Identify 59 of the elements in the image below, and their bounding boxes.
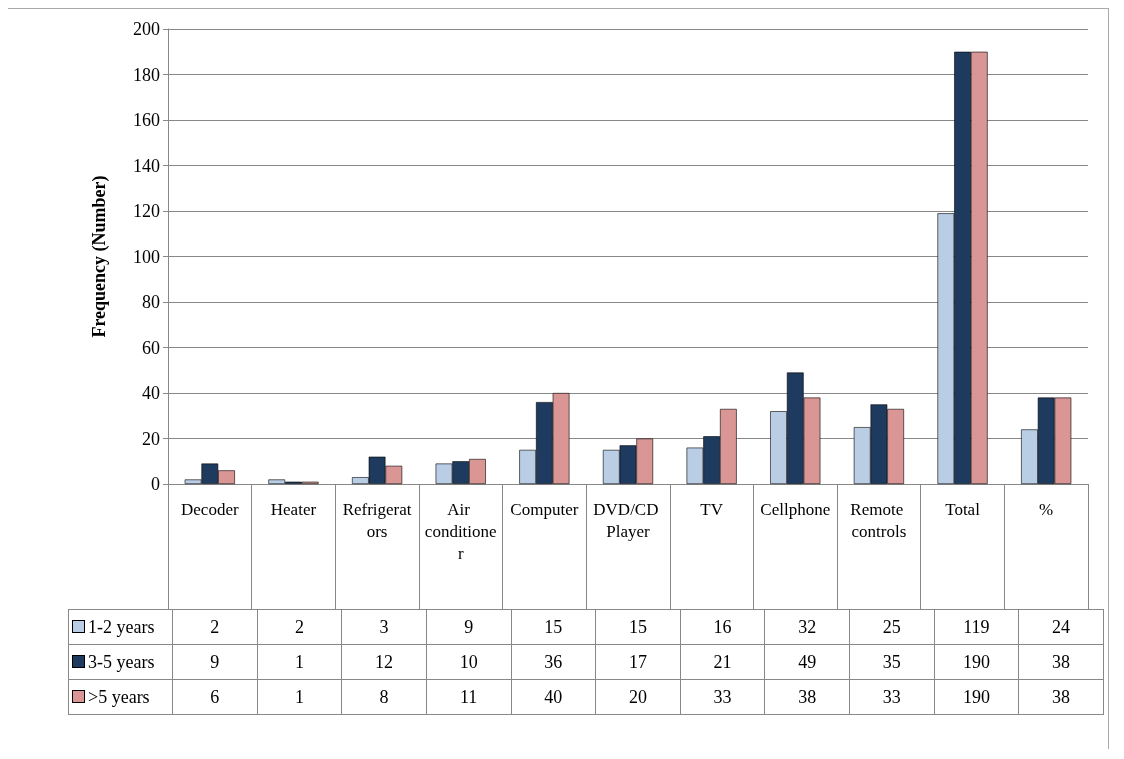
data-label: 16 bbox=[680, 609, 765, 645]
data-label: 2 bbox=[257, 609, 342, 645]
data-label: 9 bbox=[172, 644, 258, 680]
data-label: 9 bbox=[426, 609, 511, 645]
x-tick-label: Air conditioner bbox=[424, 499, 497, 563]
data-label: 24 bbox=[1018, 609, 1104, 645]
data-label: 36 bbox=[511, 644, 596, 680]
data-label: 38 bbox=[1018, 644, 1104, 680]
data-label: 1 bbox=[257, 679, 342, 715]
x-tick-label: Total bbox=[945, 499, 981, 519]
x-tick-label: Heater bbox=[270, 499, 317, 519]
data-label: 21 bbox=[680, 644, 765, 680]
y-tick-label: 80 bbox=[142, 292, 160, 312]
y-axis-title: Frequency (Number) bbox=[89, 175, 110, 338]
data-label: 11 bbox=[426, 679, 511, 715]
data-label: 35 bbox=[849, 644, 935, 680]
data-label: 8 bbox=[341, 679, 427, 715]
data-label: 3 bbox=[341, 609, 427, 645]
data-label: 38 bbox=[1018, 679, 1104, 715]
data-label: 40 bbox=[511, 679, 596, 715]
data-label: 12 bbox=[341, 644, 427, 680]
data-label: 190 bbox=[934, 644, 1019, 680]
data-label: 119 bbox=[934, 609, 1019, 645]
x-tick-label: DVD/CD Player bbox=[593, 499, 663, 541]
data-label: 190 bbox=[934, 679, 1019, 715]
data-label: 17 bbox=[595, 644, 681, 680]
y-tick-label: 100 bbox=[133, 246, 160, 267]
y-tick-label: 60 bbox=[142, 337, 160, 358]
data-label: 33 bbox=[849, 679, 935, 715]
y-tick-label: 0 bbox=[151, 474, 160, 494]
y-tick-label: 180 bbox=[133, 64, 160, 85]
y-tick-label: 40 bbox=[142, 383, 160, 403]
legend-label: >5 years bbox=[88, 686, 150, 707]
data-label: 15 bbox=[511, 609, 596, 645]
x-tick-label: Decoder bbox=[181, 499, 239, 519]
legend-label: 3-5 years bbox=[88, 651, 155, 672]
data-label: 10 bbox=[426, 644, 511, 680]
data-label: 1 bbox=[257, 644, 342, 680]
y-tick-label: 20 bbox=[142, 428, 160, 449]
legend-label: 1-2 years bbox=[88, 616, 155, 637]
data-label: 32 bbox=[764, 609, 850, 645]
y-tick-label: 160 bbox=[133, 110, 160, 130]
x-tick-label: % bbox=[1039, 499, 1054, 519]
data-label: 33 bbox=[680, 679, 765, 715]
data-label: 6 bbox=[172, 679, 258, 715]
x-tick-label: Computer bbox=[510, 499, 579, 519]
data-label: 15 bbox=[595, 609, 681, 645]
x-tick-label: Refrigerators bbox=[342, 499, 412, 541]
data-label: 20 bbox=[595, 679, 681, 715]
y-tick-label: 120 bbox=[133, 201, 160, 221]
y-tick-label: 140 bbox=[133, 155, 160, 176]
data-label: 38 bbox=[764, 679, 850, 715]
data-label: 2 bbox=[172, 609, 258, 645]
data-label: 25 bbox=[849, 609, 935, 645]
data-label: 49 bbox=[764, 644, 850, 680]
y-tick-label: 200 bbox=[133, 19, 160, 39]
x-tick-label: Remote controls bbox=[850, 499, 908, 541]
x-tick-label: TV bbox=[700, 499, 724, 519]
x-tick-label: Cellphone bbox=[760, 499, 831, 519]
